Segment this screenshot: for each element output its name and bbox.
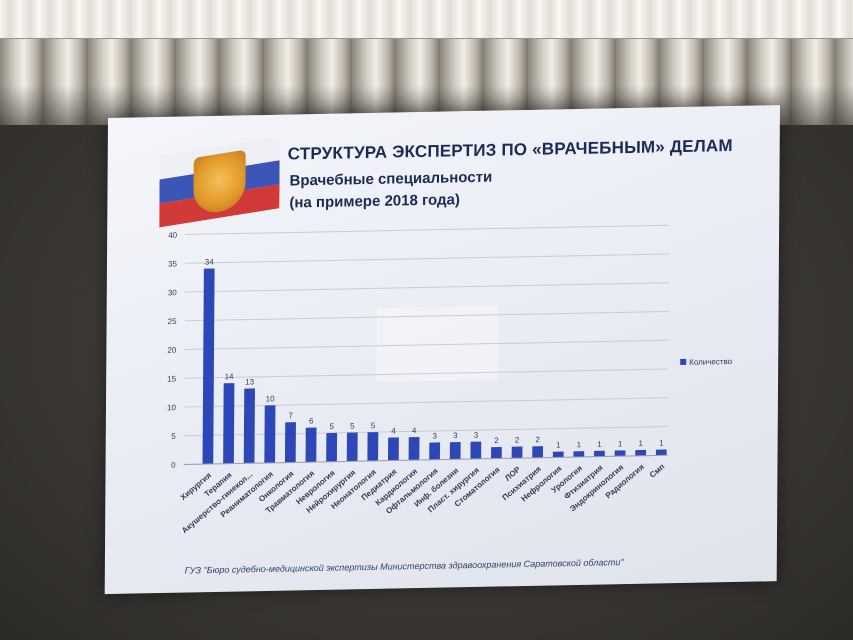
y-tick-label: 30: [168, 288, 178, 297]
y-tick-label: 5: [171, 432, 176, 441]
bar: [305, 427, 317, 463]
y-tick-label: 15: [167, 374, 177, 383]
bar: [614, 450, 626, 457]
y-tick-label: 10: [167, 403, 177, 412]
data-label: 1: [556, 441, 561, 450]
data-label: 2: [535, 435, 540, 444]
gridline: [184, 282, 669, 293]
projection-screen: СТРУКТУРА ЭКСПЕРТИЗ ПО «ВРАЧЕБНЫМ» ДЕЛАМ…: [104, 105, 780, 595]
bar: [346, 432, 358, 462]
bar: [429, 442, 441, 460]
bar: [202, 268, 215, 465]
bar: [594, 450, 605, 457]
data-label: 2: [494, 436, 499, 445]
y-tick-label: 35: [168, 259, 178, 268]
data-label: 13: [245, 377, 255, 386]
data-label: 7: [288, 411, 293, 420]
data-label: 14: [225, 372, 235, 381]
bar: [408, 437, 420, 461]
bar: [655, 449, 667, 456]
bar: [387, 437, 399, 461]
gridline: [184, 310, 669, 322]
data-label: 3: [432, 431, 437, 440]
gridline: [183, 426, 668, 437]
bar: [470, 441, 482, 460]
x-tick-label: Смп: [648, 462, 667, 480]
y-tick-label: 25: [168, 317, 178, 326]
y-tick-label: 0: [171, 461, 176, 470]
bar: [635, 449, 647, 456]
bar: [449, 441, 461, 460]
data-label: 34: [205, 257, 215, 266]
bar: [552, 451, 564, 458]
data-label: 3: [453, 431, 458, 440]
gridline: [185, 224, 670, 236]
data-label: 1: [659, 439, 664, 448]
gridline: [183, 397, 668, 408]
x-axis: [183, 454, 668, 466]
data-label: 6: [309, 417, 314, 426]
gridline: [184, 253, 669, 264]
bar: [367, 432, 379, 462]
data-label: 5: [330, 422, 335, 431]
bar: [284, 422, 296, 463]
data-label: 10: [266, 394, 276, 403]
data-label: 1: [638, 439, 643, 448]
y-tick-label: 40: [168, 231, 178, 240]
data-label: 5: [371, 421, 376, 430]
legend-label: Количество: [689, 357, 733, 367]
y-tick-label: 20: [167, 346, 177, 355]
data-label: 5: [350, 422, 355, 431]
bar: [573, 451, 585, 458]
data-label: 2: [515, 436, 520, 445]
data-label: 4: [412, 426, 417, 435]
data-label: 3: [474, 431, 479, 440]
bar: [264, 405, 276, 464]
bar: [532, 446, 544, 458]
bar: [326, 432, 338, 462]
bar: [511, 446, 523, 459]
data-label: 1: [597, 440, 602, 449]
gridline: [184, 339, 669, 351]
curtain-valance: [0, 0, 853, 39]
legend-swatch: [680, 358, 687, 366]
bar: [243, 388, 255, 464]
data-label: 4: [391, 426, 396, 435]
bar: [491, 446, 502, 459]
data-label: 1: [577, 440, 582, 449]
gridline: [184, 368, 669, 379]
data-label: 1: [618, 439, 623, 448]
bar-chart: 051015202530354034Хирургия14Терапия13Аку…: [167, 224, 733, 535]
bar: [223, 383, 235, 464]
